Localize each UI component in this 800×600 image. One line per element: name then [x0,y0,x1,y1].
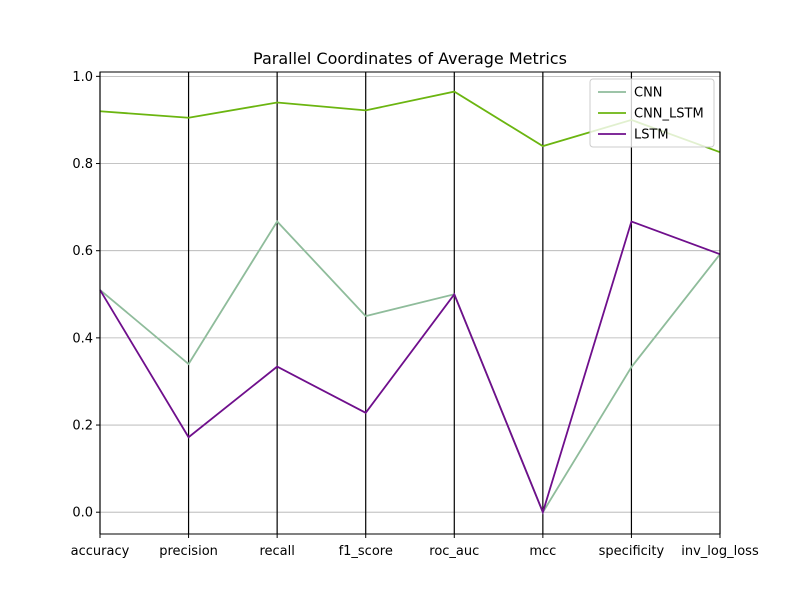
legend-box [589,78,715,148]
series-line-cnn [99,220,721,515]
legend-label-cnn-lstm: CNN_LSTM [634,107,704,122]
y-tick-label: 0.4 [72,331,93,346]
y-tick-label: 0.0 [72,506,93,521]
series-line-lstm [99,220,721,515]
x-tick-label: precision [159,544,218,559]
x-tick-label: specificity [599,544,665,559]
x-tick-label: roc_auc [429,544,479,559]
y-tick-label: 0.8 [72,157,93,172]
y-tick-label: 0.6 [72,244,93,259]
plot-area: 0.0 0.2 0.4 0.6 0.8 1.0 accuracy precision recal… [71,70,759,559]
legend-label-lstm: LSTM [634,128,669,143]
x-tick-label: mcc [529,544,556,559]
x-tick-label: f1_score [339,544,393,559]
x-tick-label: recall [259,544,294,559]
y-tick-label: 1.0 [72,70,93,85]
chart-title: Parallel Coordinates of Average Metrics [253,49,567,68]
legend-label-cnn: CNN [634,86,663,101]
y-tick-label: 0.2 [72,419,93,434]
x-tick-label: inv_log_loss [681,544,759,559]
plot-frame [99,71,721,535]
x-tick-label: accuracy [71,544,130,559]
